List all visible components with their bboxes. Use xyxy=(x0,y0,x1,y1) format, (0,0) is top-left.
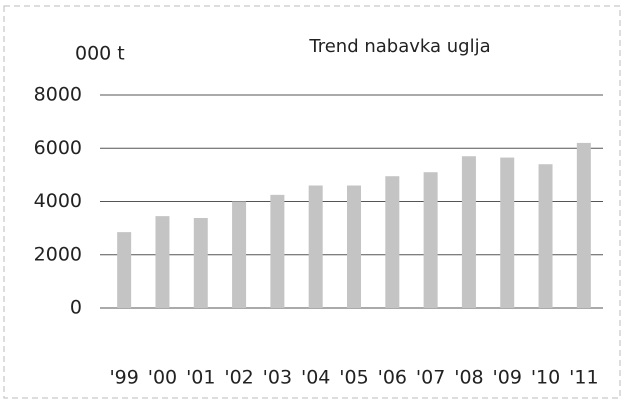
x-tick-label: '01 xyxy=(186,367,215,389)
bar xyxy=(308,185,323,308)
chart-border xyxy=(3,5,621,399)
bar xyxy=(500,157,515,308)
x-tick-label: '05 xyxy=(339,367,368,389)
bar xyxy=(576,142,591,308)
bar xyxy=(232,201,247,308)
bar xyxy=(538,164,553,308)
x-tick-label: '00 xyxy=(148,367,177,389)
x-tick-label: '06 xyxy=(378,367,407,389)
y-tick-label: 0 xyxy=(70,297,82,319)
x-tick-label: '02 xyxy=(224,367,253,389)
bar xyxy=(270,194,285,308)
bar xyxy=(461,156,476,308)
y-tick-label: 4000 xyxy=(34,190,82,212)
bar xyxy=(193,218,208,308)
x-tick-label: '10 xyxy=(531,367,560,389)
x-tick-label: '04 xyxy=(301,367,330,389)
chart-title: Trend nabavka uglja xyxy=(308,36,490,57)
y-axis-label: 000 t xyxy=(75,43,125,65)
bar xyxy=(117,232,132,308)
x-tick-label: '09 xyxy=(493,367,522,389)
x-tick-label: '07 xyxy=(416,367,445,389)
y-tick-label: 8000 xyxy=(34,84,82,106)
bar xyxy=(385,176,400,308)
x-tick-label: '08 xyxy=(454,367,483,389)
x-tick-label: '11 xyxy=(569,367,598,389)
x-tick-label: '99 xyxy=(109,367,138,389)
bar xyxy=(347,185,361,308)
y-tick-label: 6000 xyxy=(34,137,82,159)
y-tick-label: 2000 xyxy=(34,243,82,265)
bar xyxy=(423,172,438,308)
x-tick-label: '03 xyxy=(263,367,292,389)
bar xyxy=(155,216,170,308)
